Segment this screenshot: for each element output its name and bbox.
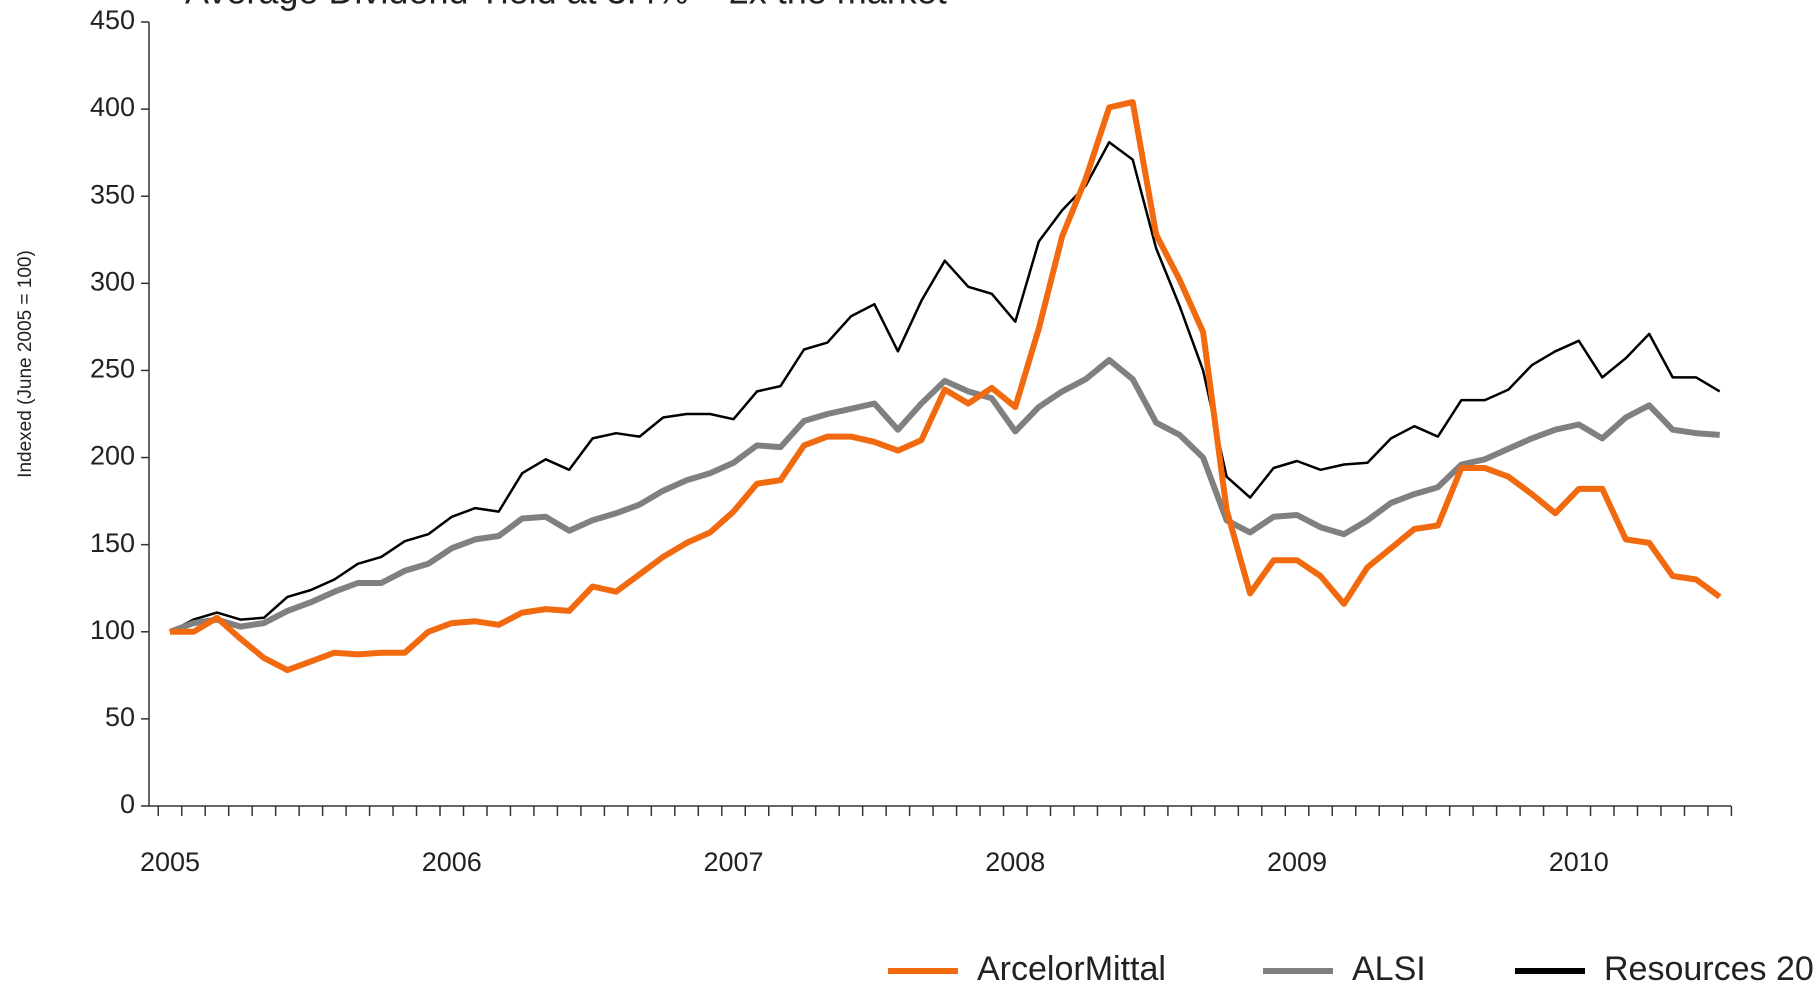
y-tick-label: 400 bbox=[90, 92, 135, 122]
x-tick-label: 2007 bbox=[703, 847, 763, 877]
x-tick-label: 2010 bbox=[1549, 847, 1609, 877]
y-tick-label: 50 bbox=[105, 702, 135, 732]
y-tick-label: 150 bbox=[90, 528, 135, 558]
chart-title: Average Dividend Yield at 3.4% – 2x the … bbox=[185, 0, 947, 12]
line-series bbox=[169, 140, 1721, 633]
y-tick-label: 100 bbox=[90, 615, 135, 645]
x-tick-label: 2008 bbox=[985, 847, 1045, 877]
y-tick-label: 450 bbox=[90, 5, 135, 35]
y-tick-label: 300 bbox=[90, 266, 135, 296]
y-tick-label: 0 bbox=[120, 789, 135, 819]
line-series bbox=[170, 99, 1722, 674]
legend-label: Resources 20 bbox=[1604, 950, 1814, 987]
x-tick-label: 2009 bbox=[1267, 847, 1327, 877]
y-tick-label: 200 bbox=[90, 441, 135, 471]
x-tick-label: 2005 bbox=[140, 847, 200, 877]
legend-label: ArcelorMittal bbox=[977, 950, 1166, 987]
y-axis-label: Indexed (June 2005 = 100) bbox=[15, 250, 36, 478]
y-tick-label: 350 bbox=[90, 179, 135, 209]
legend-label: ALSI bbox=[1352, 950, 1426, 987]
x-tick-label: 2006 bbox=[422, 847, 482, 877]
y-tick-label: 250 bbox=[90, 354, 135, 384]
line-series bbox=[168, 357, 1720, 635]
